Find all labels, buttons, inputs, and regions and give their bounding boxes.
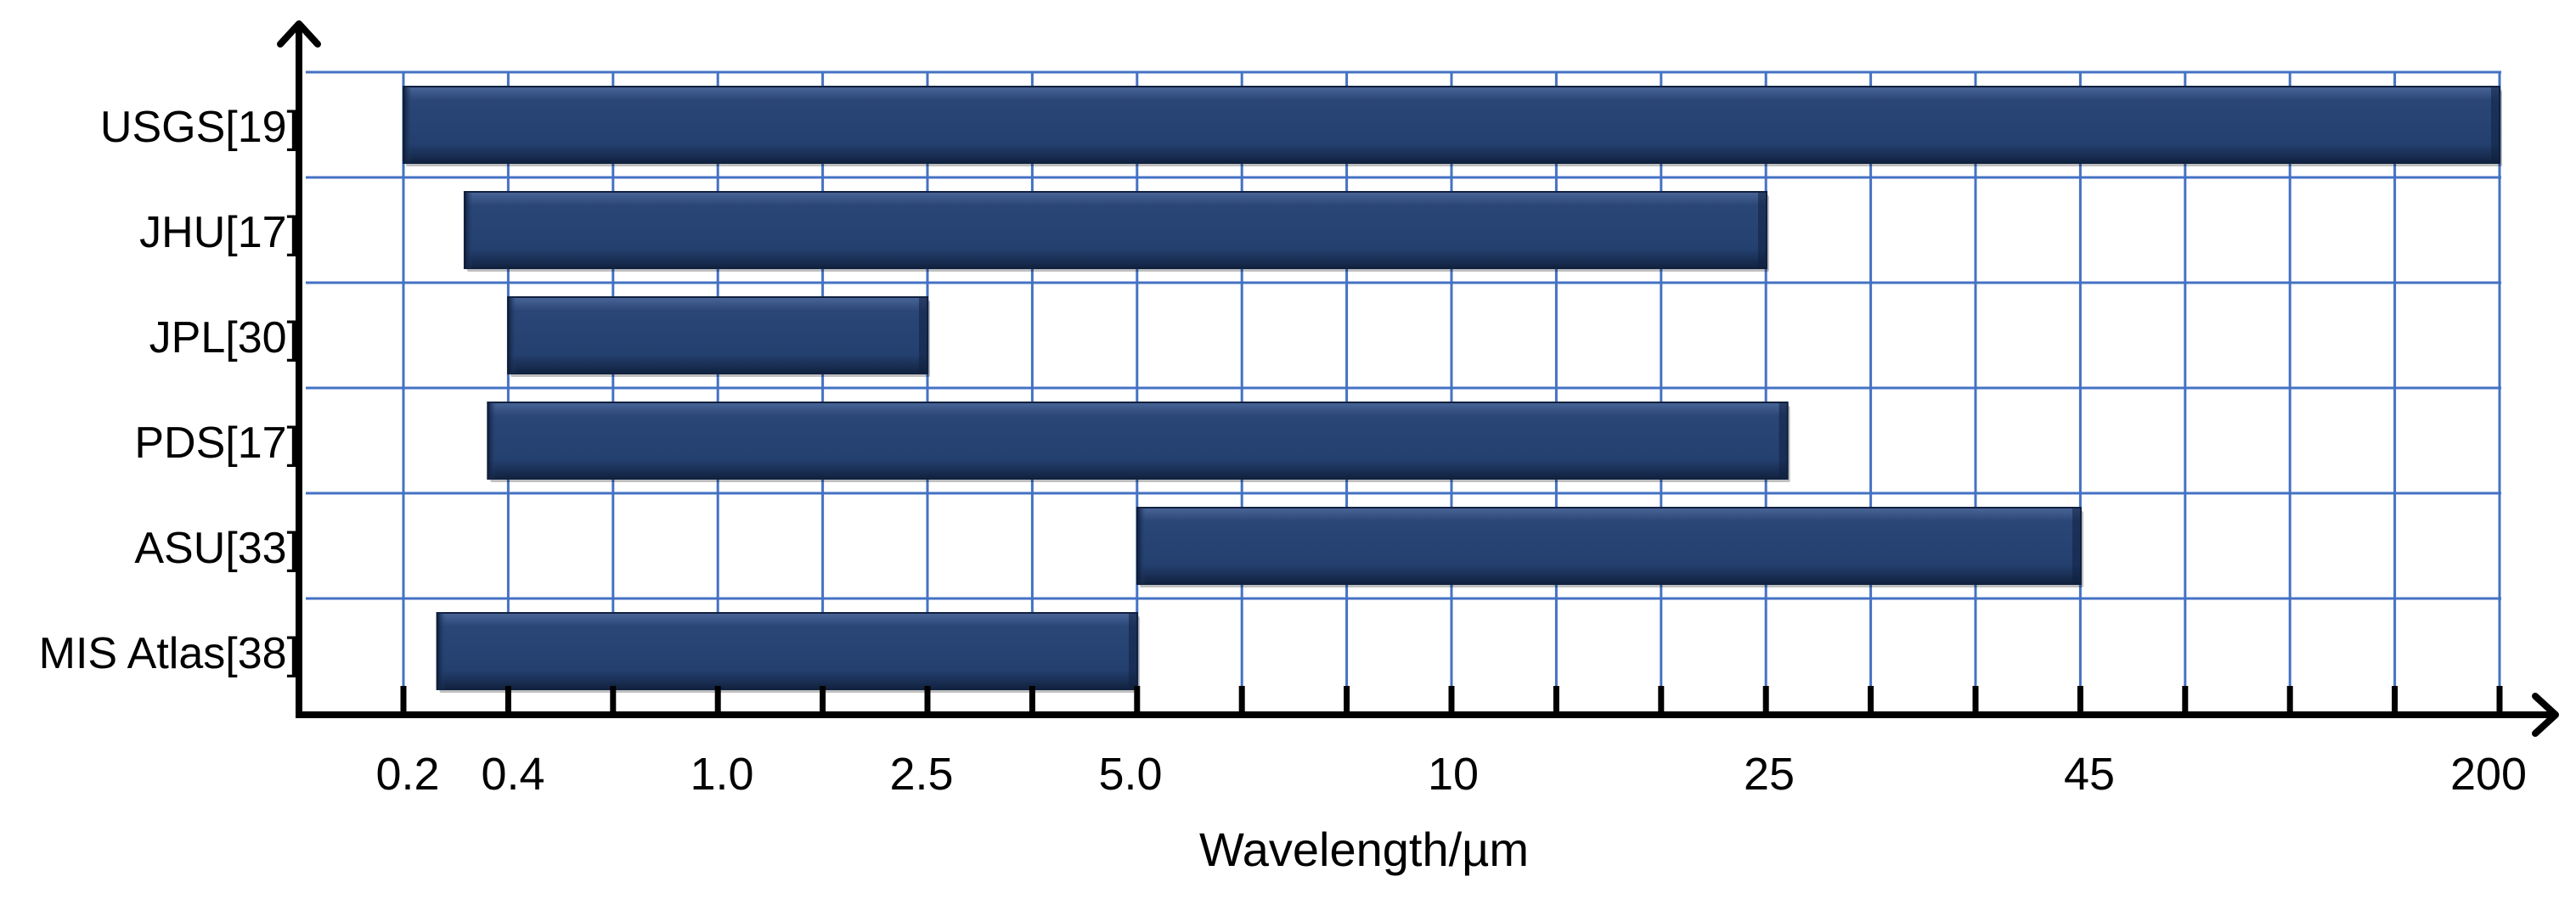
x-tick-label: 25: [1744, 749, 1795, 800]
x-axis-label: Wavelength/µm: [1199, 823, 1529, 876]
y-category-label: JHU[17]: [139, 208, 299, 257]
y-category-label: JPL[30]: [149, 313, 299, 362]
x-tick-label: 200: [2450, 749, 2527, 800]
x-tick-label: 10: [1428, 749, 1479, 800]
y-axis-arrow-icon: [277, 20, 321, 48]
x-tick-label: 1.0: [690, 749, 753, 800]
x-axis-arrow-icon: [2532, 693, 2559, 737]
x-tick-label: 2.5: [889, 749, 953, 800]
bars: [403, 86, 2502, 693]
axes: [277, 20, 2559, 737]
bar: [463, 191, 1769, 272]
y-category-label: PDS[17]: [134, 419, 299, 468]
y-category-label: ASU[33]: [134, 524, 299, 573]
x-tick-label: 0.2: [375, 749, 439, 800]
x-tick-label: 0.4: [481, 749, 544, 800]
y-category-label: MIS Atlas[38]: [39, 629, 299, 678]
x-tick-label: 5.0: [1098, 749, 1162, 800]
bar: [403, 86, 2502, 166]
y-category-label: USGS[19]: [100, 103, 299, 152]
labels: USGS[19] JHU[17] JPL[30] PDS[17] ASU[33] MIS …: [39, 103, 2527, 800]
x-ticks: [400, 686, 2503, 715]
bar: [436, 612, 1140, 693]
bar: [487, 402, 1790, 482]
x-tick-label: 45: [2064, 749, 2115, 800]
bar: [507, 296, 930, 377]
grid: [306, 70, 2501, 715]
bar: [1136, 507, 2083, 587]
